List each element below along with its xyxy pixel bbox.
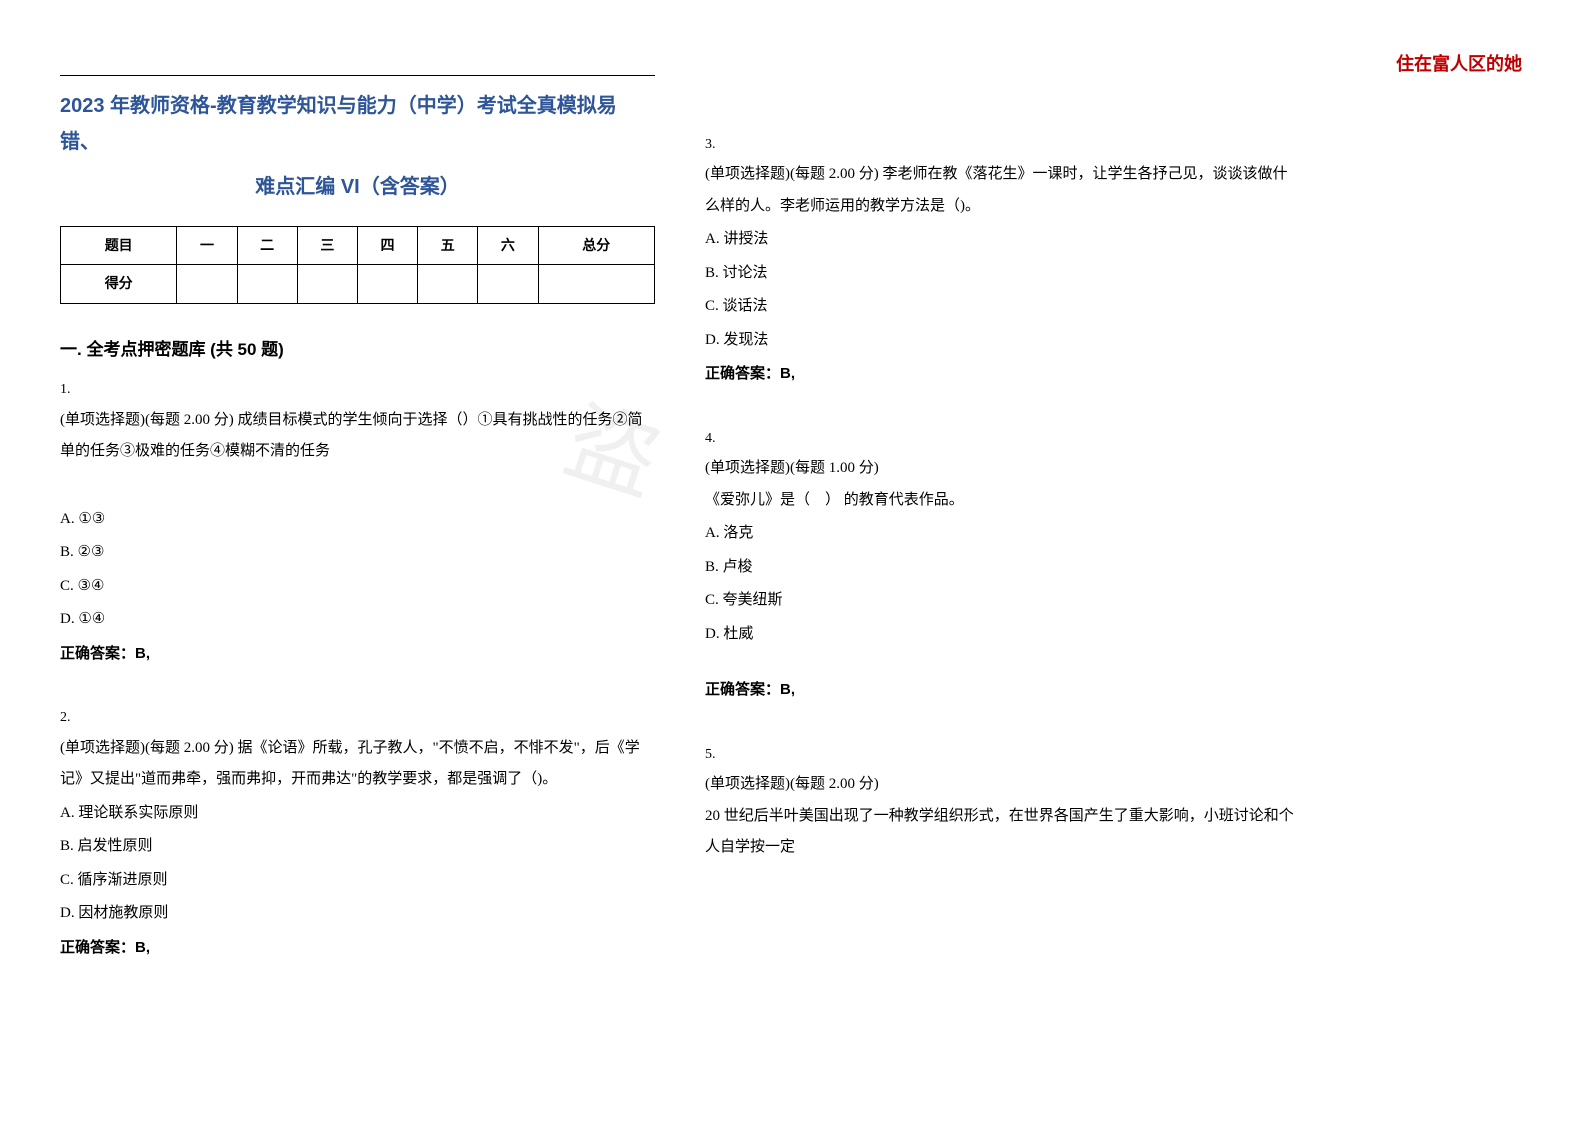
left-column: 2023 年教师资格-教育教学知识与能力（中学）考试全真模拟易错、 难点汇编 V… (60, 40, 655, 963)
td-empty (177, 265, 237, 303)
th-2: 二 (237, 227, 297, 265)
q4-optC: C. 夸美纽斯 (705, 585, 1300, 617)
q5-number: 5. (705, 740, 1300, 769)
header-right-text: 住在富人区的她 (1396, 50, 1522, 76)
q1-number: 1. (60, 375, 655, 404)
th-total: 总分 (538, 227, 654, 265)
q4-optD: D. 杜威 (705, 619, 1300, 651)
q4-optB: B. 卢梭 (705, 552, 1300, 584)
q5-stem1: (单项选择题)(每题 2.00 分) (705, 769, 1300, 801)
q1-answer: 正确答案：B, (60, 638, 655, 670)
q1-stem: (单项选择题)(每题 2.00 分) 成绩目标模式的学生倾向于选择（）①具有挑战… (60, 405, 655, 468)
q5-stem2: 20 世纪后半叶美国出现了一种教学组织形式，在世界各国产生了重大影响，小班讨论和… (705, 801, 1300, 864)
q1-optD: D. ①④ (60, 604, 655, 636)
td-score-label: 得分 (61, 265, 177, 303)
th-3: 三 (297, 227, 357, 265)
q1-optB: B. ②③ (60, 537, 655, 569)
doc-title-line1: 2023 年教师资格-教育教学知识与能力（中学）考试全真模拟易错、 (60, 88, 655, 160)
td-empty (538, 265, 654, 303)
q3-optC: C. 谈话法 (705, 291, 1300, 323)
q4-number: 4. (705, 424, 1300, 453)
q2-stem: (单项选择题)(每题 2.00 分) 据《论语》所载，孔子教人，"不愤不启，不悱… (60, 733, 655, 796)
q4-stem1: (单项选择题)(每题 1.00 分) (705, 453, 1300, 485)
table-row: 题目 一 二 三 四 五 六 总分 (61, 227, 655, 265)
q2-optC: C. 循序渐进原则 (60, 865, 655, 897)
section-title: 一. 全考点押密题库 (共 50 题) (60, 332, 655, 368)
content-columns: 2023 年教师资格-教育教学知识与能力（中学）考试全真模拟易错、 难点汇编 V… (60, 40, 1527, 963)
td-empty (237, 265, 297, 303)
q2-optA: A. 理论联系实际原则 (60, 798, 655, 830)
q4-stem2: 《爱弥儿》是（ ） 的教育代表作品。 (705, 485, 1300, 517)
top-divider-left (60, 75, 655, 76)
q1-optC: C. ③④ (60, 571, 655, 603)
q3-optA: A. 讲授法 (705, 224, 1300, 256)
q2-answer: 正确答案：B, (60, 932, 655, 964)
q2-optD: D. 因材施教原则 (60, 898, 655, 930)
score-table: 题目 一 二 三 四 五 六 总分 得分 (60, 226, 655, 304)
table-row: 得分 (61, 265, 655, 303)
doc-title-line2: 难点汇编 VI（含答案） (60, 166, 655, 208)
th-4: 四 (357, 227, 417, 265)
th-1: 一 (177, 227, 237, 265)
td-empty (297, 265, 357, 303)
q3-optD: D. 发现法 (705, 325, 1300, 357)
q3-optB: B. 讨论法 (705, 258, 1300, 290)
q2-number: 2. (60, 703, 655, 732)
q4-answer: 正确答案：B, (705, 674, 1300, 706)
td-empty (418, 265, 478, 303)
th-5: 五 (418, 227, 478, 265)
th-topic: 题目 (61, 227, 177, 265)
td-empty (478, 265, 538, 303)
q3-number: 3. (705, 130, 1300, 159)
q1-optA: A. ①③ (60, 504, 655, 536)
th-6: 六 (478, 227, 538, 265)
right-column: 3. (单项选择题)(每题 2.00 分) 李老师在教《落花生》一课时，让学生各… (705, 40, 1300, 963)
td-empty (357, 265, 417, 303)
q4-optA: A. 洛克 (705, 518, 1300, 550)
q3-stem: (单项选择题)(每题 2.00 分) 李老师在教《落花生》一课时，让学生各抒己见… (705, 159, 1300, 222)
q2-optB: B. 启发性原则 (60, 831, 655, 863)
q3-answer: 正确答案：B, (705, 358, 1300, 390)
